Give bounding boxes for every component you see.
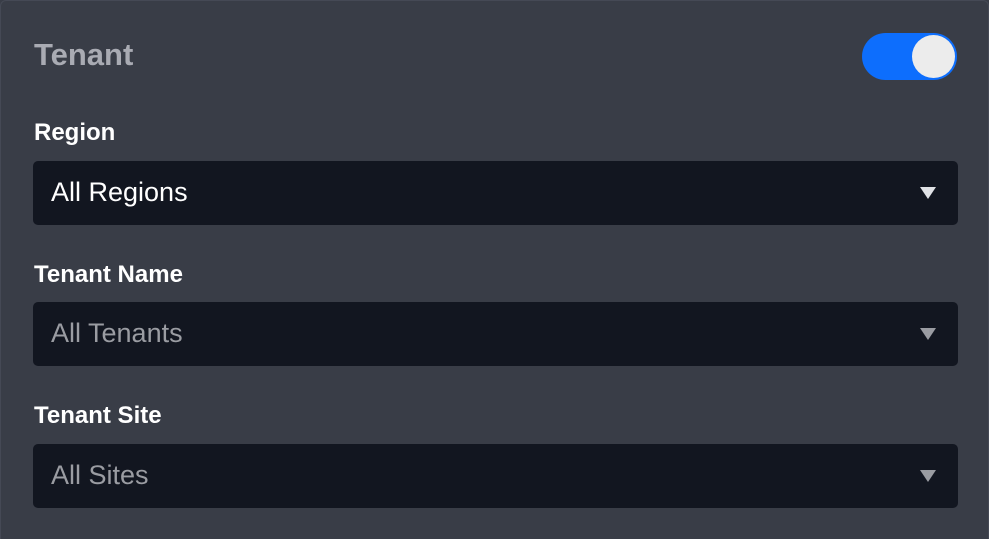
tenant-name-select[interactable]: All Tenants <box>33 302 958 366</box>
chevron-down-icon <box>920 187 936 199</box>
chevron-down-icon <box>920 328 936 340</box>
panel-title: Tenant <box>34 37 134 72</box>
tenant-site-label: Tenant Site <box>34 402 162 429</box>
tenant-name-label: Tenant Name <box>34 261 183 288</box>
toggle-knob[interactable] <box>912 35 955 78</box>
tenant-name-value: All Tenants <box>51 318 183 348</box>
chevron-down-icon <box>920 470 936 482</box>
tenant-toggle[interactable] <box>862 33 957 80</box>
region-label: Region <box>34 119 116 146</box>
region-value: All Regions <box>51 177 188 207</box>
region-select[interactable]: All Regions <box>33 161 958 225</box>
tenant-site-select[interactable]: All Sites <box>33 444 958 508</box>
tenant-site-value: All Sites <box>51 460 149 490</box>
